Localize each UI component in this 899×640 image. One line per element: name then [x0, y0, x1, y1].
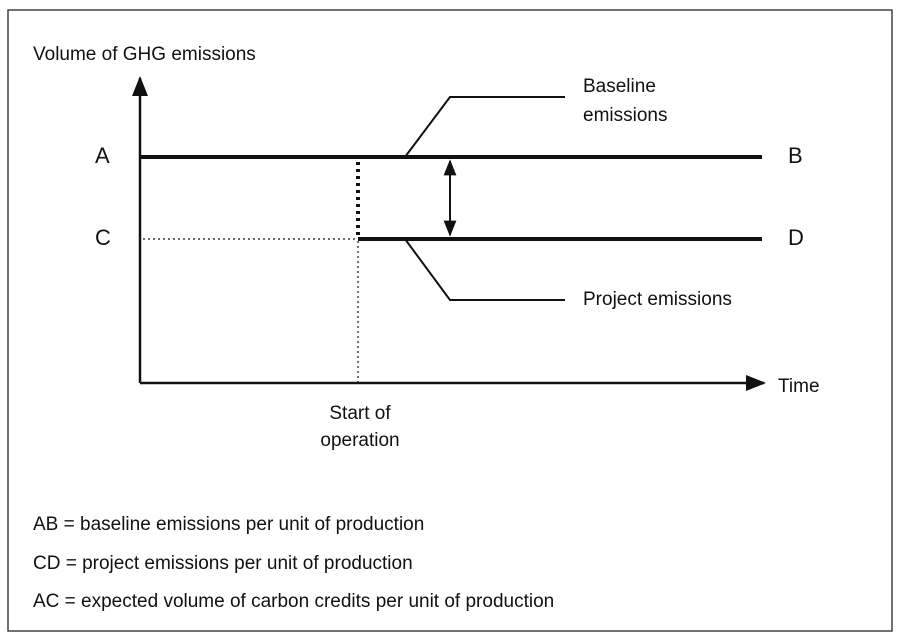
baseline-label: Baseline — [583, 76, 656, 97]
legend-line: CD = project emissions per unit of produ… — [33, 553, 413, 574]
start-label: Start of — [329, 403, 391, 424]
point-label: D — [788, 225, 804, 250]
project-leader — [404, 238, 565, 301]
legend-line: AC = expected volume of carbon credits p… — [33, 591, 554, 612]
point-label: C — [95, 225, 111, 250]
point-label: A — [95, 143, 110, 168]
start-label: operation — [320, 430, 399, 451]
project-label: Project emissions — [583, 289, 732, 310]
baseline-label: emissions — [583, 105, 667, 126]
baseline-leader — [404, 96, 565, 158]
x-axis-label: Time — [778, 376, 820, 397]
point-label: B — [788, 143, 803, 168]
frame — [7, 9, 893, 632]
y-axis-label: Volume of GHG emissions — [33, 44, 256, 65]
legend-line: AB = baseline emissions per unit of prod… — [33, 514, 424, 535]
